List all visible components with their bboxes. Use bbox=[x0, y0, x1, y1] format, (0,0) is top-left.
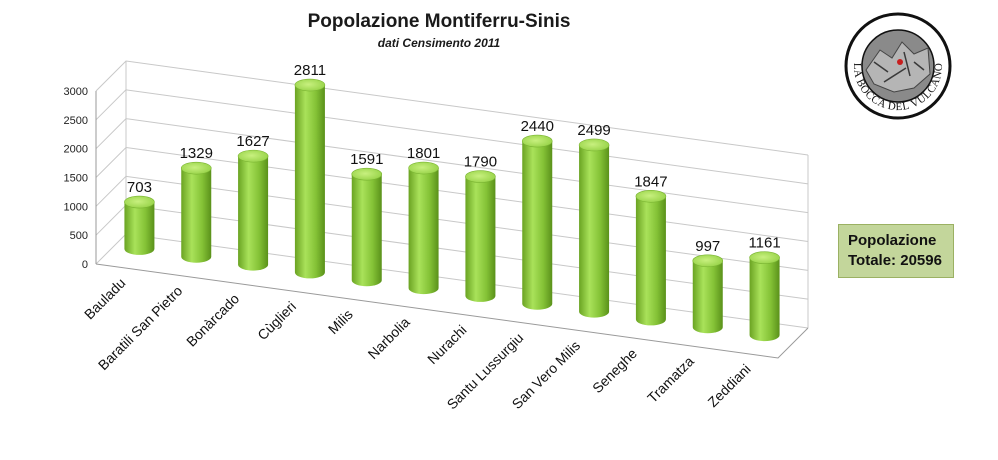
bar-top bbox=[180, 161, 212, 175]
chart-title: Popolazione Montiferru-Sinis bbox=[308, 11, 571, 32]
data-label: 1627 bbox=[236, 133, 269, 150]
bar-top bbox=[465, 170, 496, 183]
bar bbox=[521, 134, 553, 310]
total-population-box: Popolazione Totale: 20596 bbox=[838, 224, 954, 278]
data-label: 703 bbox=[127, 179, 152, 196]
y-tick-label: 500 bbox=[70, 230, 88, 242]
volcano-logo-icon: LA BOCCA DEL VULCANO bbox=[844, 12, 952, 120]
bar bbox=[351, 167, 383, 287]
bar bbox=[180, 161, 212, 263]
bar bbox=[124, 195, 155, 255]
data-labels: 703 1329 1627 2811 1591 1801 1790 2440 2499 1847 9… bbox=[127, 62, 781, 255]
total-value: Totale: 20596 bbox=[848, 252, 942, 269]
data-label: 1161 bbox=[748, 235, 780, 252]
floor-edge bbox=[95, 263, 809, 359]
bar-body bbox=[522, 141, 553, 310]
x-tick-label: Cùglieri bbox=[254, 298, 299, 343]
data-label: 1329 bbox=[180, 145, 213, 162]
bar-top bbox=[692, 254, 724, 268]
bar-top bbox=[124, 195, 155, 209]
gridline bbox=[95, 60, 809, 156]
bar bbox=[408, 161, 439, 295]
bar-top bbox=[521, 134, 553, 148]
x-tick-label: San Vero Milis bbox=[509, 337, 584, 412]
bar bbox=[237, 149, 269, 271]
bar-body bbox=[181, 168, 212, 263]
bar-top bbox=[578, 138, 610, 152]
x-tick-label: Zeddiani bbox=[704, 361, 753, 410]
bar-body bbox=[238, 156, 269, 271]
bar-top bbox=[294, 78, 326, 92]
bar bbox=[578, 138, 610, 318]
bar bbox=[294, 78, 326, 279]
bar-body bbox=[294, 85, 325, 279]
x-tick-label: Bonàrcado bbox=[183, 290, 242, 349]
bar-top bbox=[408, 161, 439, 175]
y-tick-label: 2500 bbox=[64, 115, 88, 127]
data-label: 1847 bbox=[634, 173, 667, 190]
data-label: 997 bbox=[695, 238, 720, 255]
bar bbox=[635, 189, 667, 326]
y-axis-ticks: 0 500 1000 1500 2000 2500 3000 bbox=[64, 86, 88, 271]
bar-top bbox=[351, 167, 383, 181]
bar-body bbox=[749, 257, 780, 342]
bar bbox=[749, 251, 780, 342]
y-tick-label: 3000 bbox=[64, 86, 88, 98]
bar bbox=[692, 254, 724, 334]
y-tick-label: 2000 bbox=[64, 144, 88, 156]
bar-body bbox=[408, 168, 439, 295]
data-label: 1591 bbox=[350, 151, 383, 168]
bar-series bbox=[124, 78, 780, 342]
total-label: Popolazione bbox=[848, 232, 937, 249]
x-tick-label: Tramatza bbox=[644, 353, 697, 406]
data-label: 1790 bbox=[464, 154, 497, 171]
x-tick-label: Milis bbox=[325, 306, 356, 337]
bar-top bbox=[749, 251, 780, 264]
y-tick-label: 0 bbox=[82, 259, 88, 271]
x-tick-label: Seneghe bbox=[589, 345, 640, 396]
bar-body bbox=[692, 260, 723, 334]
bar bbox=[465, 170, 496, 302]
x-tick-label: Bauladu bbox=[81, 275, 129, 323]
bar-body bbox=[635, 196, 666, 326]
bar-body bbox=[465, 176, 496, 302]
bar-body bbox=[124, 202, 155, 255]
y-tick-label: 1500 bbox=[64, 173, 88, 185]
bar-body bbox=[351, 174, 382, 287]
data-label: 2440 bbox=[521, 118, 554, 135]
bar-top bbox=[237, 149, 269, 163]
y-tick-label: 1000 bbox=[64, 201, 88, 213]
data-label: 2499 bbox=[577, 122, 610, 139]
data-label: 2811 bbox=[294, 62, 326, 79]
data-label: 1801 bbox=[407, 145, 440, 162]
chart-subtitle: dati Censimento 2011 bbox=[378, 36, 501, 50]
x-tick-label: Nurachi bbox=[424, 322, 469, 367]
bar-top bbox=[635, 189, 667, 203]
bar-body bbox=[579, 144, 610, 318]
x-tick-label: Narbolia bbox=[365, 314, 413, 362]
